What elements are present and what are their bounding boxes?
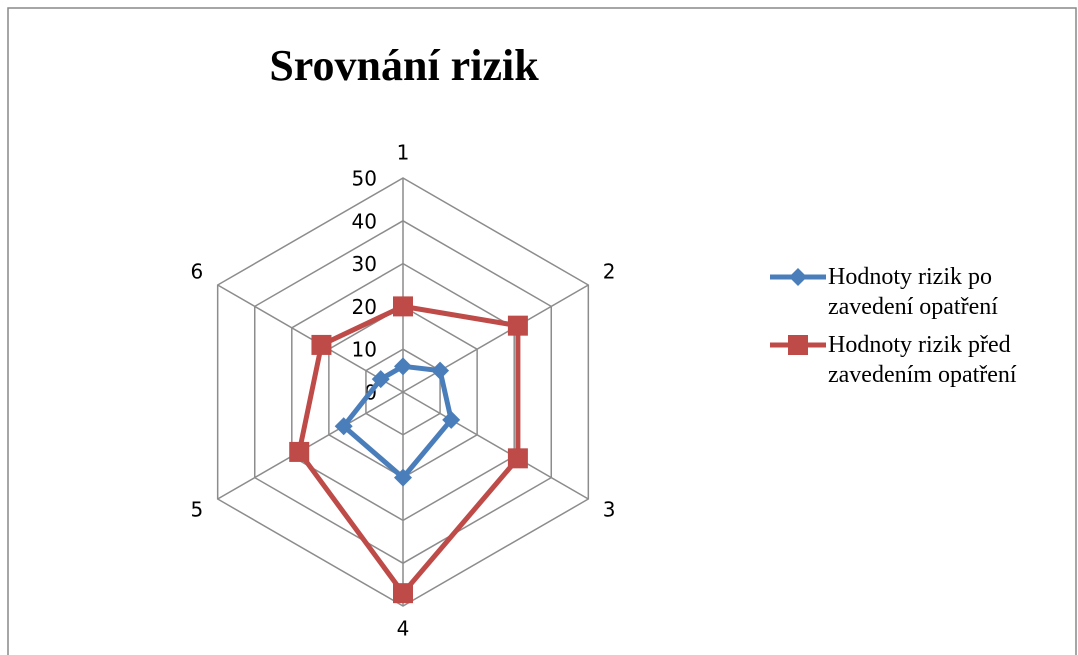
marker — [334, 417, 353, 436]
spoke — [402, 391, 589, 500]
marker — [394, 357, 412, 376]
marker — [394, 468, 412, 487]
r-tick-label: 10 — [352, 338, 377, 362]
r-tick-label: 40 — [352, 209, 377, 233]
series-line — [296, 303, 521, 596]
category-label: 3 — [603, 498, 616, 522]
r-tick-label: 20 — [352, 295, 377, 319]
marker — [788, 335, 808, 355]
marker — [393, 583, 413, 604]
spoke — [217, 284, 404, 393]
legend-swatch — [770, 268, 826, 286]
series-line — [341, 363, 454, 481]
category-label: 4 — [397, 617, 410, 641]
r-tick-label: 30 — [352, 252, 377, 276]
marker — [442, 410, 461, 429]
marker — [393, 296, 413, 317]
legend-label: Hodnoty rizik před zavedením opatření — [828, 332, 1017, 388]
marker — [789, 268, 807, 286]
marker — [289, 441, 310, 462]
marker — [431, 361, 450, 380]
legend-swatch — [770, 335, 826, 355]
spoke — [217, 391, 404, 500]
marker — [311, 334, 332, 355]
chart-frame — [7, 7, 1077, 655]
marker — [507, 315, 528, 336]
category-label: 1 — [397, 141, 410, 165]
legend-label: Hodnoty rizik po zavedení opatření — [828, 264, 998, 320]
category-label: 6 — [191, 260, 204, 284]
legend-entry: Hodnoty rizik před zavedením opatření — [768, 330, 1068, 390]
category-label: 2 — [603, 260, 616, 284]
category-label: 5 — [191, 498, 204, 522]
marker — [507, 448, 528, 469]
legend-entry: Hodnoty rizik po zavedení opatření — [768, 262, 1068, 322]
r-tick-label: 50 — [352, 167, 377, 191]
chart-title: Srovnání rizik — [269, 41, 539, 90]
spoke — [402, 284, 589, 393]
marker — [371, 370, 390, 389]
legend: Hodnoty rizik po zavedení opatření Hodnot… — [768, 262, 1068, 398]
